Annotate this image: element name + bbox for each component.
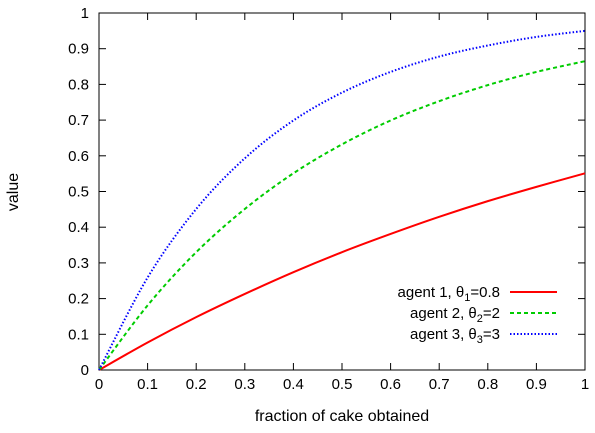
x-axis-label: fraction of cake obtained xyxy=(255,408,429,425)
y-tick-label: 0.7 xyxy=(68,112,89,129)
y-tick-label: 0.2 xyxy=(68,291,89,308)
ticks: 0 0.1 0.2 0.3 0.4 0.5 0.6 0.7 0.8 0.9 1 0 0.1 0.2 0.3 0… xyxy=(68,5,589,393)
x-tick-label: 0.6 xyxy=(380,376,401,393)
legend-label-agent-2: agent 2, θ2=2 xyxy=(410,305,500,325)
x-tick-label: 0.2 xyxy=(186,376,207,393)
y-tick-label: 0.3 xyxy=(68,255,89,272)
x-tick-label: 0.4 xyxy=(283,376,304,393)
plot-frame xyxy=(98,12,586,371)
y-tick-label: 1 xyxy=(81,5,89,22)
y-axis-label: value xyxy=(5,173,22,211)
x-tick-label: 0.9 xyxy=(526,376,547,393)
x-tick-label: 0.7 xyxy=(429,376,450,393)
x-tick-label: 0.3 xyxy=(234,376,255,393)
x-tick-label: 0 xyxy=(95,376,103,393)
x-tick-label: 1 xyxy=(581,376,589,393)
legend-label-agent-1: agent 1, θ1=0.8 xyxy=(398,284,500,304)
x-tick-label: 0.5 xyxy=(332,376,353,393)
series-line-agent-2 xyxy=(98,60,586,371)
y-tick-label: 0.6 xyxy=(68,148,89,165)
series-lines xyxy=(98,29,586,371)
legend-label-agent-3: agent 3, θ3=3 xyxy=(410,326,500,346)
y-tick-label: 0.5 xyxy=(68,184,89,201)
series-line-agent-1 xyxy=(98,172,586,371)
x-tick-label: 0.1 xyxy=(137,376,158,393)
y-tick-label: 0.9 xyxy=(68,41,89,58)
y-tick-label: 0.4 xyxy=(68,219,89,236)
y-tick-label: 0 xyxy=(81,362,89,379)
series-line-agent-3 xyxy=(98,29,586,371)
x-tick-label: 0.8 xyxy=(477,376,498,393)
y-tick-label: 0.8 xyxy=(68,76,89,93)
y-tick-label: 0.1 xyxy=(68,326,89,343)
